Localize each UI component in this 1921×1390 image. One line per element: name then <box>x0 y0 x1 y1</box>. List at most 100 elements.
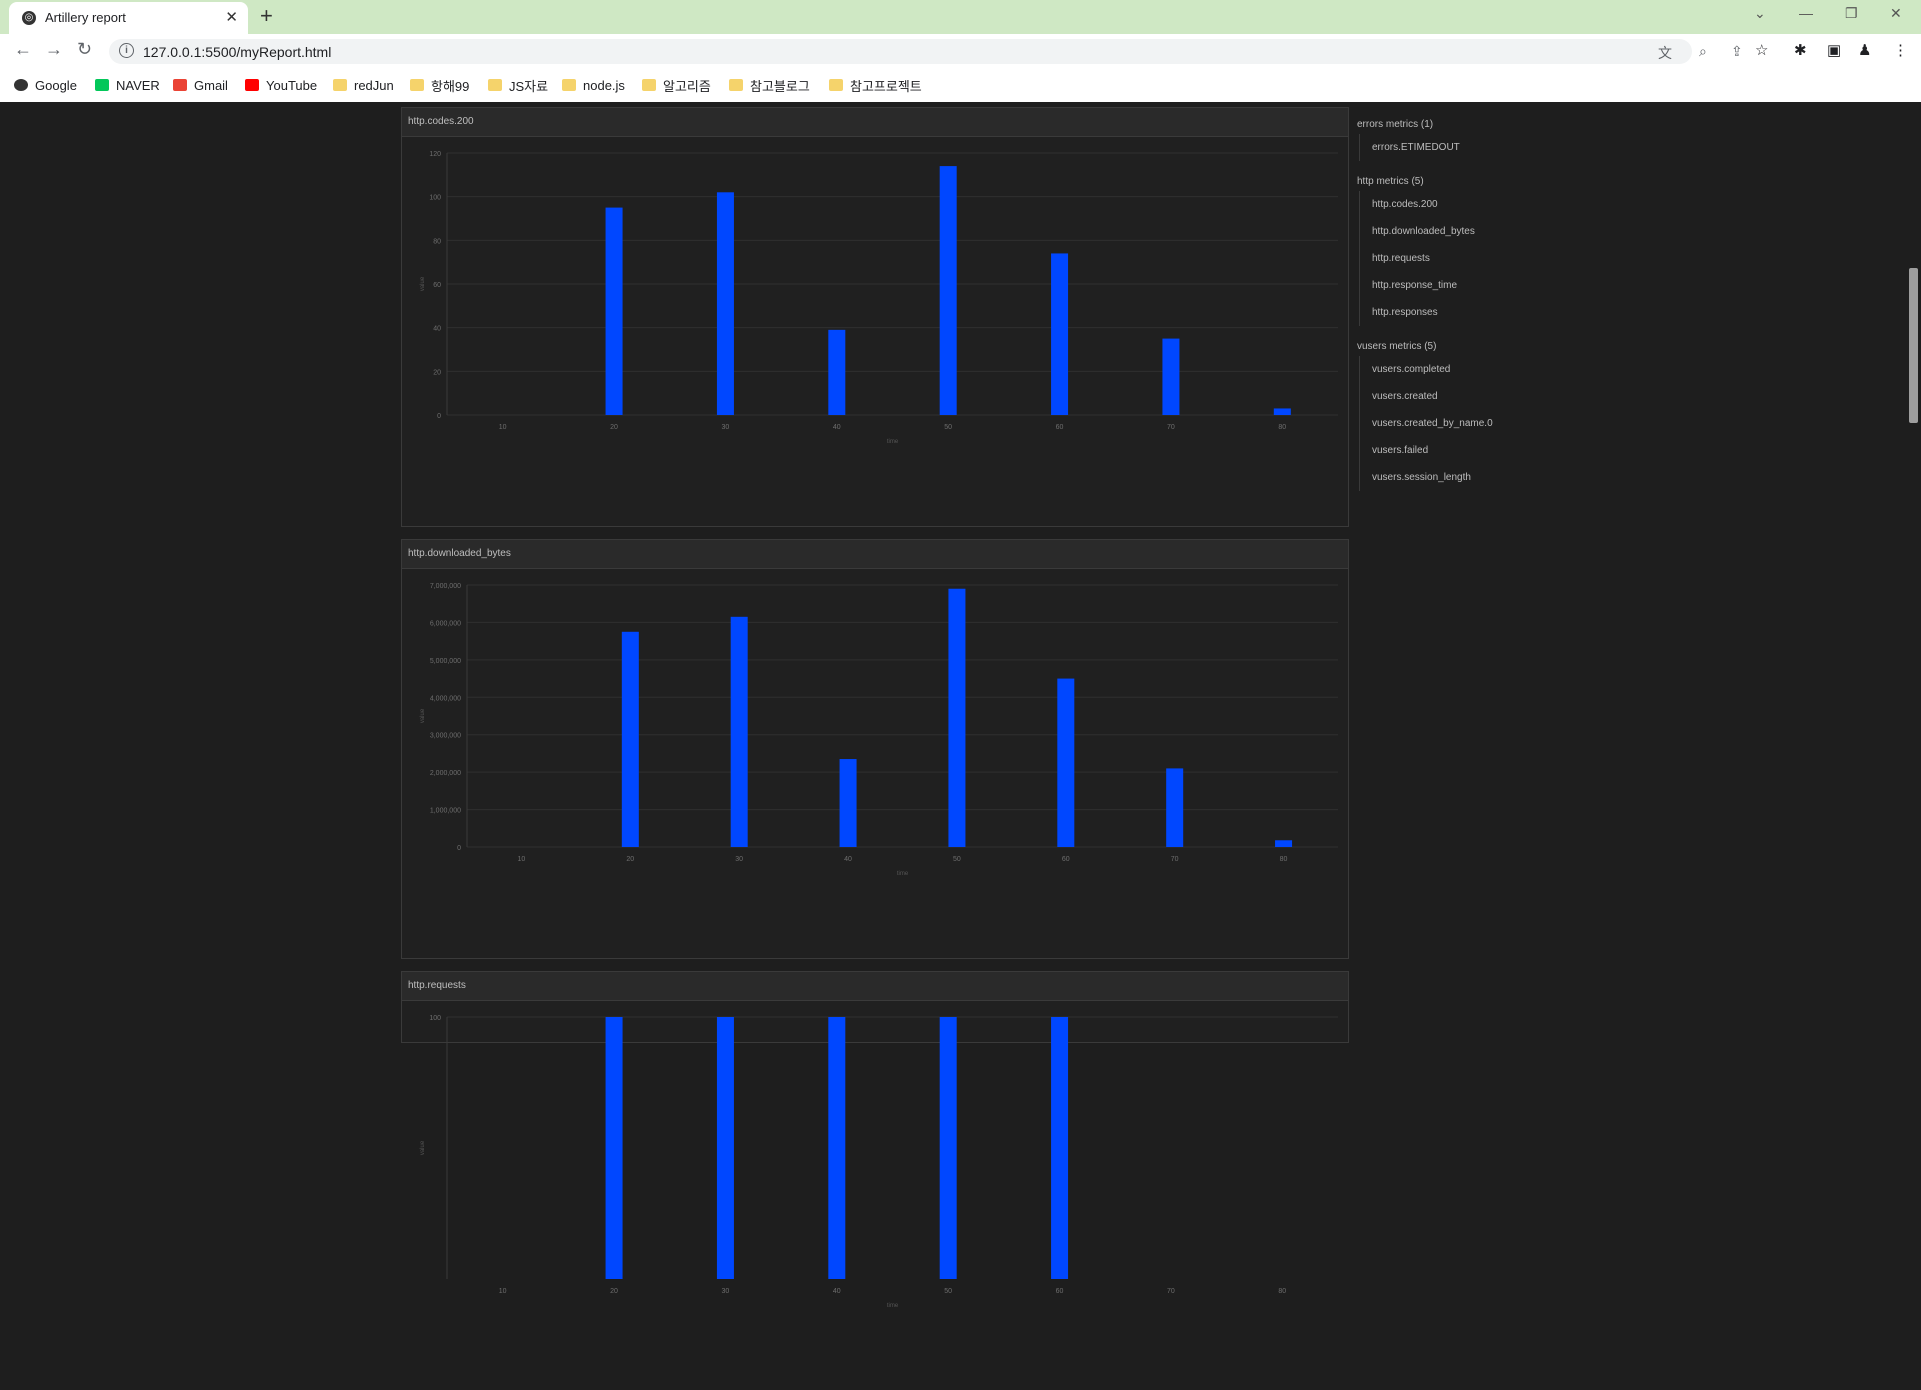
chart-http-downloaded-bytes: 0 1,000,000 2,000,000 3,000,000 4,000,000 5,0… <box>420 583 1338 877</box>
bookmark-js[interactable]: JS자료 <box>488 75 548 95</box>
metric-group-title[interactable]: errors metrics (1) <box>1357 119 1434 130</box>
folder-icon <box>562 79 576 91</box>
metric-link[interactable]: http.codes.200 <box>1372 199 1438 210</box>
y-tick-label: 7,000,000 <box>430 583 461 590</box>
metric-link[interactable]: http.response_time <box>1372 280 1458 291</box>
x-tick-label: 60 <box>1062 856 1070 863</box>
x-tick-label: 80 <box>1278 1288 1286 1295</box>
bookmark-youtube[interactable]: YouTube <box>245 75 317 95</box>
bar <box>948 588 966 847</box>
restore-icon[interactable]: ❐ <box>1845 5 1858 21</box>
bar <box>939 1017 957 1279</box>
bar <box>605 207 623 415</box>
x-tick-label: 70 <box>1171 856 1179 863</box>
bookmark-algorithm[interactable]: 알고리즘 <box>642 75 711 95</box>
info-icon[interactable]: i <box>119 43 134 58</box>
x-tick-label: 20 <box>626 856 634 863</box>
metric-link[interactable]: errors.ETIMEDOUT <box>1372 142 1460 153</box>
side-panel-icon[interactable]: ▣ <box>1827 42 1842 59</box>
y-tick-label: 1,000,000 <box>430 808 461 815</box>
metric-group-title[interactable]: vusers metrics (5) <box>1357 341 1437 352</box>
address-bar[interactable]: i 127.0.0.1:5500/myReport.html 文 ⌕ ⇪ <box>109 39 1743 64</box>
new-tab-icon[interactable]: + <box>260 3 273 28</box>
folder-icon <box>410 79 424 91</box>
tab-search-icon[interactable]: ⌄ <box>1754 5 1766 21</box>
reload-icon[interactable]: ↻ <box>77 39 93 59</box>
x-tick-label: 50 <box>953 856 961 863</box>
x-tick-label: 20 <box>610 1288 618 1295</box>
metric-group-title[interactable]: http metrics (5) <box>1357 176 1424 187</box>
bar <box>1162 338 1180 415</box>
metric-link[interactable]: vusers.created_by_name.0 <box>1372 418 1493 429</box>
x-tick-label: 60 <box>1056 424 1064 431</box>
y-tick-label: 100 <box>429 1015 441 1022</box>
extensions-icon[interactable]: ✱ <box>1794 42 1807 59</box>
metric-link[interactable]: vusers.completed <box>1372 364 1451 375</box>
y-tick-label: 0 <box>457 845 461 852</box>
forward-icon[interactable]: → <box>45 39 63 59</box>
share-icon[interactable]: ⇪ <box>1731 43 1743 59</box>
bookmark-naver[interactable]: NAVER <box>95 75 160 95</box>
bookmark-google[interactable]: Google <box>14 75 77 95</box>
tab-strip: ◎ Artillery report ✕ + ⌄ — ❐ ✕ <box>0 0 1921 34</box>
metric-link[interactable]: vusers.created <box>1372 391 1438 402</box>
bar <box>1273 408 1291 415</box>
metric-link[interactable]: vusers.session_length <box>1372 472 1471 483</box>
scrollbar-thumb[interactable] <box>1909 268 1918 423</box>
folder-icon <box>488 79 502 91</box>
x-axis-label: time <box>897 871 909 877</box>
metrics-sidebar: errors metrics (1) errors.ETIMEDOUT http m… <box>1357 116 1557 503</box>
bookmarks-bar: Google NAVER Gmail YouTube redJun 항해99 J… <box>0 70 1921 103</box>
y-tick-label: 5,000,000 <box>430 658 461 665</box>
y-tick-label: 40 <box>433 326 441 333</box>
url-text: 127.0.0.1:5500/myReport.html <box>143 44 332 60</box>
bookmark-star-icon[interactable]: ☆ <box>1755 42 1769 59</box>
bookmark-hanghae99[interactable]: 항해99 <box>410 75 469 95</box>
y-axis-label: value <box>420 276 426 291</box>
bookmark-nodejs[interactable]: node.js <box>562 75 625 95</box>
profile-avatar[interactable]: ♟ <box>1858 42 1872 59</box>
bar <box>828 1017 846 1279</box>
minimize-icon[interactable]: — <box>1799 5 1813 21</box>
tab-artillery-report[interactable]: ◎ Artillery report ✕ <box>9 2 248 34</box>
y-tick-label: 0 <box>437 413 441 420</box>
google-icon <box>14 79 28 91</box>
folder-icon <box>829 79 843 91</box>
x-tick-label: 30 <box>722 1288 730 1295</box>
naver-icon <box>95 79 109 91</box>
metric-link[interactable]: vusers.failed <box>1372 445 1429 456</box>
x-tick-label: 30 <box>722 424 730 431</box>
bookmark-gmail[interactable]: Gmail <box>173 75 228 95</box>
youtube-icon <box>245 79 259 91</box>
y-tick-label: 80 <box>433 238 441 245</box>
x-tick-label: 40 <box>844 856 852 863</box>
back-icon[interactable]: ← <box>14 39 32 59</box>
folder-icon <box>642 79 656 91</box>
bar <box>1275 840 1293 847</box>
x-tick-label: 30 <box>735 856 743 863</box>
bar <box>939 166 957 415</box>
scrollbar[interactable] <box>1906 102 1921 1033</box>
bar <box>716 192 734 415</box>
bookmark-redjun[interactable]: redJun <box>333 75 394 95</box>
close-tab-icon[interactable]: ✕ <box>225 9 238 26</box>
zoom-icon[interactable]: ⌕ <box>1699 43 1707 59</box>
metric-link[interactable]: http.requests <box>1372 253 1430 264</box>
chart-panel-http-codes-200: http.codes.200 0 20 40 60 80 100 120 10 20 30 40 50… <box>401 107 1349 527</box>
metric-link[interactable]: http.downloaded_bytes <box>1372 226 1475 237</box>
x-axis-label: time <box>887 1303 899 1309</box>
bookmark-blog[interactable]: 참고블로그 <box>729 75 810 95</box>
metric-link[interactable]: http.responses <box>1372 307 1438 318</box>
report-page: http.codes.200 0 20 40 60 80 100 120 10 20 30 40 50… <box>0 102 1921 1309</box>
x-tick-label: 60 <box>1056 1288 1064 1295</box>
bookmark-project[interactable]: 참고프로젝트 <box>829 75 922 95</box>
x-tick-label: 80 <box>1280 856 1288 863</box>
chart-panel-http-requests: http.requests 100 10 20 30 40 50 60 70 80 time val… <box>401 971 1349 1309</box>
menu-icon[interactable]: ⋮ <box>1893 42 1908 59</box>
translate-icon[interactable]: 文 <box>1658 45 1672 61</box>
bar <box>1051 1017 1069 1279</box>
metric-group-list: errors.ETIMEDOUT <box>1359 134 1557 161</box>
close-window-icon[interactable]: ✕ <box>1890 5 1902 21</box>
bar <box>716 1017 734 1279</box>
y-axis-label: value <box>420 1140 426 1155</box>
